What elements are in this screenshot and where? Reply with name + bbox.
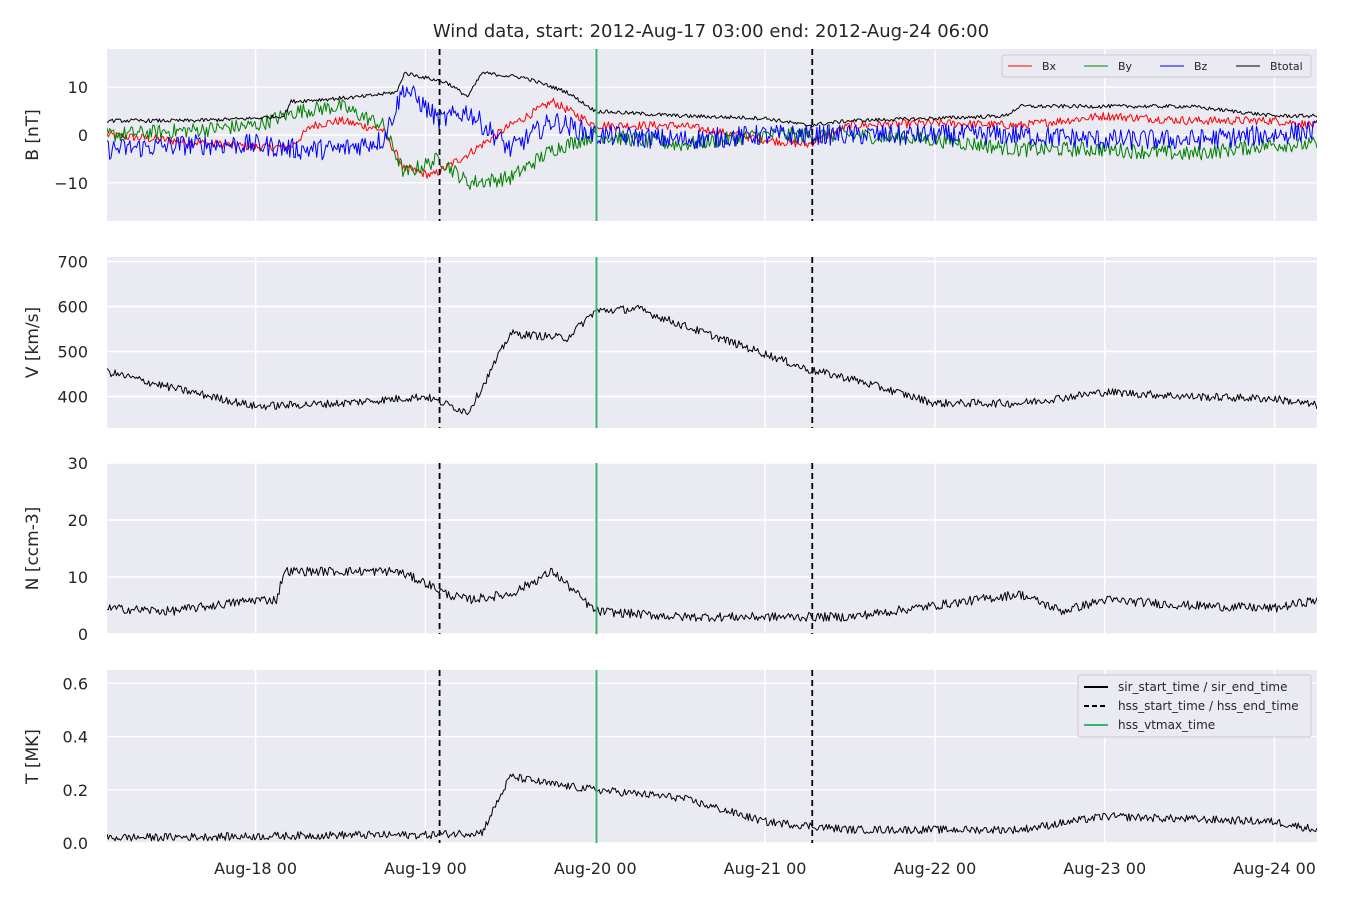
legend-box — [1077, 674, 1312, 738]
panels-group: −10 0 10 B [nT] Bx By Bz Btotal 400 500 600 700 V [k… — [23, 49, 1317, 853]
y-tick-label: 0 — [78, 625, 88, 644]
x-tick-label: Aug-20 00 — [554, 859, 637, 878]
series-group-T — [107, 773, 1317, 842]
panel-V: 400 500 600 700 V [km/s] — [23, 253, 1317, 428]
x-tick-label: Aug-23 00 — [1063, 859, 1146, 878]
series-line-t — [107, 773, 1317, 842]
y-tick-label: 400 — [57, 388, 88, 407]
y-axis-label-T: T [MK] — [23, 729, 43, 785]
x-tick-labels: Aug-18 00 Aug-19 00 Aug-20 00 Aug-21 00 Aug-… — [214, 859, 1316, 878]
series-line-btotal — [107, 71, 1317, 128]
legend-label: hss_start_time / hss_end_time — [1118, 699, 1299, 713]
y-tick-label: 0.2 — [63, 781, 88, 800]
legend-label: sir_start_time / sir_end_time — [1118, 680, 1288, 694]
legend-b: Bx By Bz Btotal — [1001, 54, 1312, 78]
y-tick-label: 0 — [78, 126, 88, 145]
x-tick-label: Aug-21 00 — [724, 859, 807, 878]
y-tick-label: 20 — [68, 511, 88, 530]
y-tick-label: 0.6 — [63, 674, 88, 693]
panel-B: −10 0 10 B [nT] Bx By Bz Btotal — [23, 49, 1317, 221]
y-tick-label: 10 — [68, 78, 88, 97]
series-group-V — [107, 304, 1317, 416]
series-line-bz — [107, 85, 1317, 161]
y-tick-label: 500 — [57, 343, 88, 362]
y-tick-label: 0.4 — [63, 728, 88, 747]
legend-label: Bz — [1194, 60, 1208, 73]
panel-N-background — [107, 463, 1317, 634]
legend-label: Btotal — [1270, 60, 1303, 73]
y-axis-label-N: N [ccm-3] — [23, 507, 43, 591]
panel-N: 0 10 20 30 N [ccm-3] — [23, 454, 1317, 644]
legend-label: hss_vtmax_time — [1118, 718, 1215, 732]
y-tick-label: −10 — [54, 174, 88, 193]
x-tick-label: Aug-18 00 — [214, 859, 297, 878]
y-axis-label-V: V [km/s] — [23, 307, 43, 378]
panel-V-background — [107, 257, 1317, 428]
series-line-v — [107, 304, 1317, 416]
series-line-bx — [107, 97, 1317, 179]
legend-t: sir_start_time / sir_end_time hss_start_t… — [1077, 674, 1312, 738]
y-tick-label: 0.0 — [63, 834, 88, 853]
x-tick-label: Aug-22 00 — [893, 859, 976, 878]
legend-label: Bx — [1042, 60, 1057, 73]
y-tick-label: 10 — [68, 568, 88, 587]
series-line-n — [107, 566, 1317, 622]
legend-box — [1001, 54, 1312, 78]
y-axis-label-B: B [nT] — [23, 109, 43, 161]
x-tick-label: Aug-19 00 — [384, 859, 467, 878]
x-tick-label: Aug-24 00 — [1233, 859, 1316, 878]
y-tick-label: 600 — [57, 298, 88, 317]
panel-T: 0.0 0.2 0.4 0.6 T [MK] sir_start_time / sir_e… — [23, 670, 1317, 853]
series-group-B — [107, 71, 1317, 190]
series-group-N — [107, 566, 1317, 622]
chart-title: Wind data, start: 2012-Aug-17 03:00 end:… — [433, 21, 989, 42]
y-tick-label: 700 — [57, 253, 88, 272]
legend-label: By — [1118, 60, 1133, 73]
series-line-by — [107, 99, 1317, 190]
y-tick-label: 30 — [68, 454, 88, 473]
